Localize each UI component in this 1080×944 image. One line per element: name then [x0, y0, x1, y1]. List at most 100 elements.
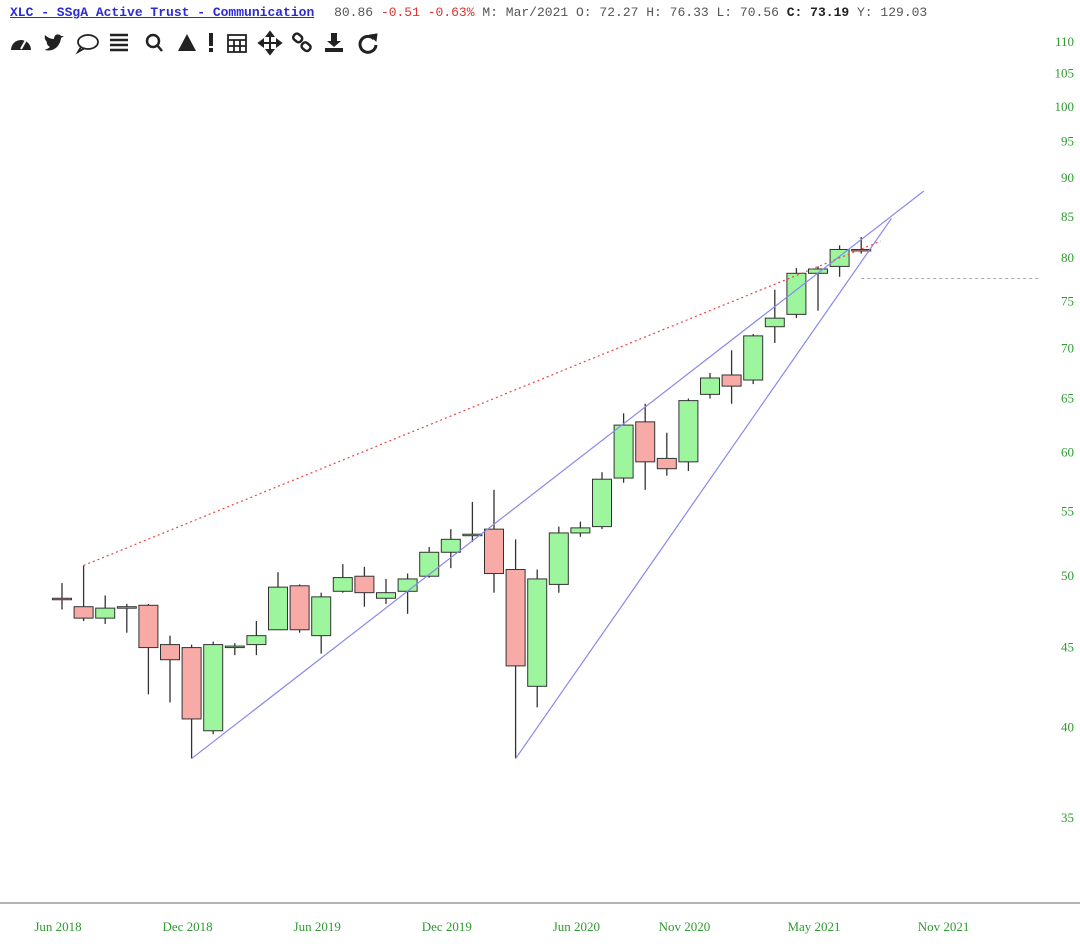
- candle-body: [397, 578, 418, 592]
- candle-body: [160, 644, 180, 661]
- ohlc-field: O: 72.27: [576, 5, 638, 20]
- download-icon[interactable]: [325, 33, 343, 52]
- y-tick-label: 60: [1061, 445, 1074, 460]
- candle-body: [440, 538, 461, 553]
- y-tick-label: 85: [1061, 209, 1074, 224]
- header: XLC - SSgA Active Trust - Communication …: [10, 5, 927, 20]
- candle-body: [635, 421, 656, 463]
- x-tick-label: Jun 2018: [34, 919, 81, 934]
- toolbar: [11, 30, 378, 56]
- y-tick-label: 45: [1061, 640, 1074, 655]
- alert-icon[interactable]: [209, 33, 213, 52]
- candle-body: [527, 578, 548, 687]
- candle-body: [181, 647, 202, 720]
- candle-body: [73, 606, 94, 619]
- move-icon[interactable]: [257, 30, 283, 56]
- field-label: O:: [576, 5, 592, 20]
- candle-body: [419, 551, 440, 577]
- y-tick-label: 80: [1061, 250, 1074, 265]
- change-pct: -0.63%: [427, 5, 475, 20]
- candle-body: [203, 644, 224, 732]
- last-price: 80.86: [334, 5, 374, 20]
- candle-body: [786, 272, 807, 315]
- candle-body: [311, 596, 332, 637]
- x-tick-label: Nov 2021: [918, 919, 970, 934]
- ohlc-field: C: 73.19: [787, 5, 849, 20]
- y-tick-label: 75: [1061, 294, 1074, 309]
- twitter-icon[interactable]: [44, 34, 64, 51]
- y-tick-label: 110: [1055, 34, 1074, 49]
- search-icon[interactable]: [145, 33, 163, 52]
- change: -0.51: [380, 5, 420, 20]
- candle-body: [678, 400, 699, 463]
- candle-body: [354, 575, 375, 594]
- candle-body: [764, 317, 785, 328]
- candle-body: [268, 586, 288, 631]
- y-tick-label: 105: [1055, 66, 1075, 81]
- y-tick-label: 50: [1061, 568, 1074, 583]
- x-tick-label: Dec 2018: [163, 919, 213, 934]
- field-value: 73.19: [810, 5, 850, 20]
- candle-body: [95, 607, 116, 619]
- x-tick-label: Dec 2019: [422, 919, 472, 934]
- ohlc-field: M: Mar/2021: [482, 5, 568, 20]
- y-tick-label: 90: [1061, 170, 1074, 185]
- field-value: Mar/2021: [505, 5, 569, 20]
- field-value: 70.56: [739, 5, 779, 20]
- candle-body: [224, 645, 245, 649]
- candle-body: [613, 424, 634, 479]
- candle-body: [116, 606, 137, 609]
- trendline: [191, 190, 925, 760]
- candle-body: [700, 377, 720, 395]
- y-tick-label: 40: [1061, 719, 1074, 734]
- y-tick-label: 70: [1061, 340, 1074, 355]
- candle-body: [743, 335, 764, 381]
- field-label: Y:: [857, 5, 873, 20]
- candle-body: [52, 597, 72, 601]
- y-tick-label: 100: [1055, 99, 1075, 114]
- symbol-title[interactable]: XLC - SSgA Active Trust - Communication: [10, 5, 315, 20]
- field-label: L:: [716, 5, 733, 20]
- link-icon[interactable]: [291, 32, 312, 53]
- field-label: C:: [786, 5, 803, 20]
- candle-body: [376, 592, 396, 599]
- candle-body: [462, 533, 483, 537]
- candle-body: [721, 374, 742, 387]
- dashboard-icon[interactable]: [11, 39, 31, 50]
- x-tick-label: Nov 2020: [659, 919, 711, 934]
- refresh-icon[interactable]: [358, 33, 378, 54]
- x-tick-label: Jun 2020: [553, 919, 600, 934]
- field-label: H:: [646, 5, 662, 20]
- y-tick-label: 55: [1061, 504, 1074, 519]
- y-tick-label: 65: [1061, 391, 1074, 406]
- field-value: 76.33: [669, 5, 709, 20]
- field-value: 129.03: [880, 5, 928, 20]
- list-icon[interactable]: [110, 33, 128, 52]
- ohlc-fields: M: Mar/2021 O: 72.27 H: 76.33 L: 70.56 C…: [482, 5, 927, 20]
- y-tick-label: 95: [1061, 133, 1074, 148]
- candle-body: [484, 528, 504, 575]
- comment-icon[interactable]: [75, 34, 99, 55]
- triangle-icon[interactable]: [178, 34, 196, 51]
- y-tick-label: 35: [1061, 810, 1074, 825]
- candle-body: [289, 585, 310, 631]
- ohlc-field: Y: 129.03: [857, 5, 927, 20]
- trendline: [515, 218, 892, 759]
- candle-body: [656, 457, 677, 470]
- field-label: M:: [482, 5, 498, 20]
- candle-body: [570, 527, 591, 534]
- ohlc-field: H: 76.33: [646, 5, 708, 20]
- ohlc-field: L: 70.56: [717, 5, 779, 20]
- x-tick-label: Jun 2019: [294, 919, 341, 934]
- candle-body: [138, 604, 159, 649]
- calendar-icon[interactable]: [227, 34, 247, 53]
- candle-body: [505, 568, 526, 667]
- x-tick-label: May 2021: [787, 919, 840, 934]
- candle-body: [246, 635, 267, 646]
- candle-body: [851, 248, 872, 252]
- candle-body: [592, 478, 612, 528]
- candle-body: [332, 577, 353, 592]
- field-value: 72.27: [599, 5, 639, 20]
